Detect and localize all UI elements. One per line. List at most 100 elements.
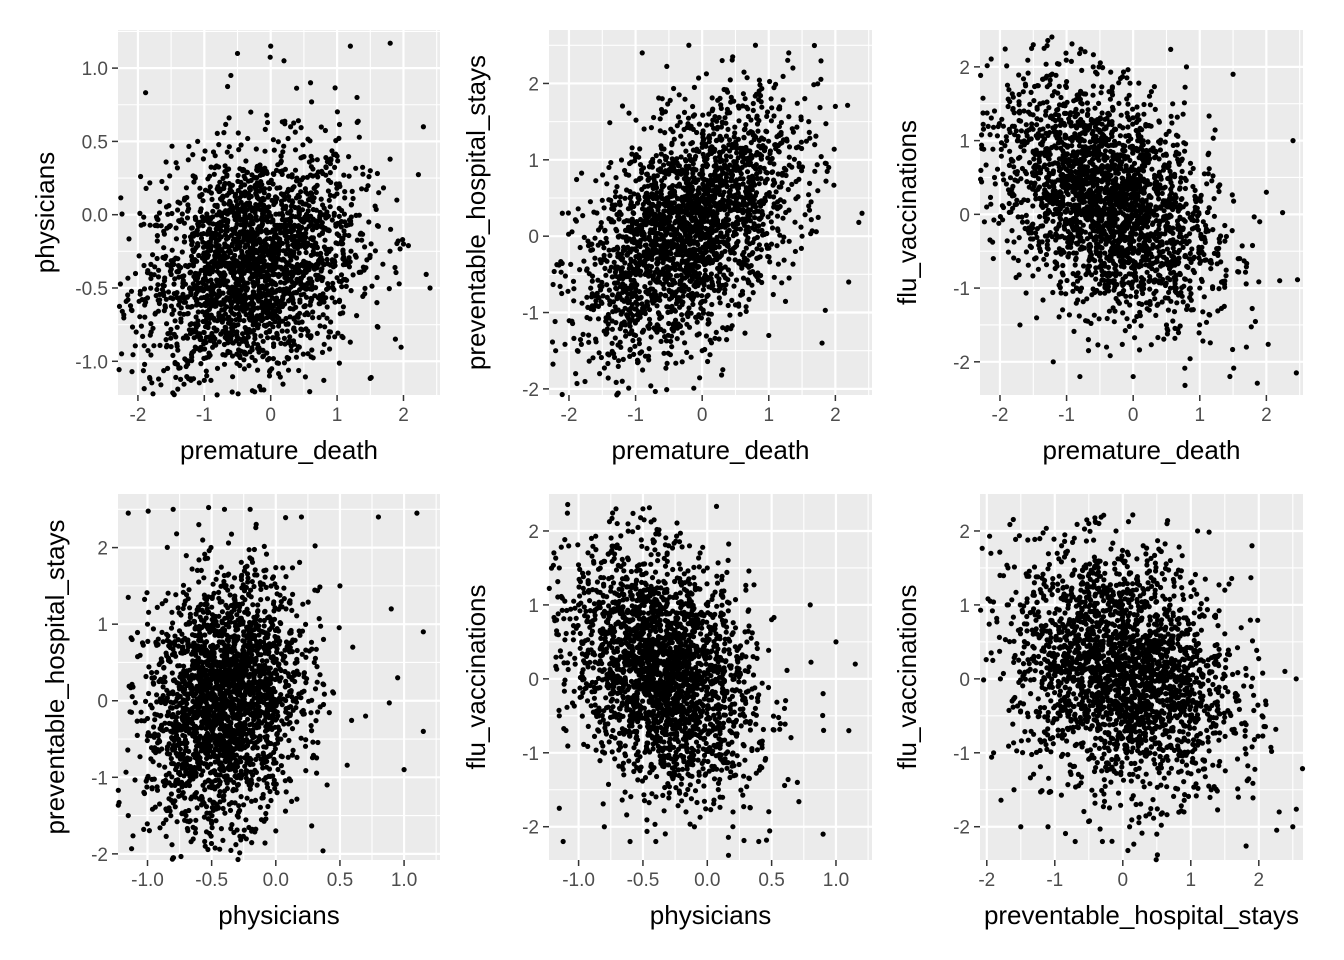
scatter-point bbox=[285, 356, 291, 362]
scatter-point bbox=[276, 243, 283, 249]
scatter-point bbox=[207, 226, 213, 232]
scatter-point bbox=[329, 257, 335, 263]
scatter-point bbox=[288, 343, 294, 349]
scatter-point bbox=[584, 266, 590, 272]
scatter-point bbox=[633, 178, 639, 184]
scatter-point bbox=[786, 144, 793, 150]
scatter-point bbox=[761, 136, 767, 142]
scatter-point bbox=[607, 252, 613, 259]
scatter-point bbox=[376, 190, 382, 196]
scatter-point bbox=[665, 309, 671, 315]
scatter-point bbox=[802, 96, 808, 102]
scatter-point bbox=[154, 238, 160, 244]
scatter-point bbox=[595, 277, 601, 283]
scatter-point bbox=[387, 40, 393, 46]
scatter-point bbox=[298, 155, 304, 161]
scatter-point bbox=[147, 180, 153, 186]
scatter-point bbox=[234, 332, 240, 338]
scatter-point bbox=[323, 172, 329, 178]
scatter-point bbox=[161, 245, 167, 251]
x-tick-label: 0 bbox=[265, 405, 276, 426]
scatter-point bbox=[307, 389, 313, 395]
scatter-point bbox=[308, 242, 315, 249]
scatter-point bbox=[616, 358, 622, 364]
scatter-point bbox=[653, 153, 659, 159]
scatter-point bbox=[230, 374, 236, 380]
scatter-point bbox=[684, 321, 690, 327]
scatter-point bbox=[691, 204, 698, 210]
scatter-point bbox=[727, 148, 733, 154]
scatter-point bbox=[283, 217, 289, 223]
scatter-point bbox=[569, 229, 575, 235]
scatter-point bbox=[690, 174, 696, 180]
scatter-point bbox=[775, 171, 781, 177]
scatter-point bbox=[697, 197, 703, 204]
scatter-point bbox=[720, 367, 726, 373]
scatter-point bbox=[178, 319, 184, 325]
scatter-point bbox=[353, 212, 359, 218]
scatter-point bbox=[622, 227, 629, 233]
scatter-point bbox=[181, 239, 188, 245]
scatter-point bbox=[664, 360, 670, 366]
scatter-point bbox=[627, 248, 633, 254]
scatter-point bbox=[691, 224, 697, 230]
scatter-point bbox=[274, 330, 280, 336]
scatter-point bbox=[786, 238, 792, 244]
scatter-point bbox=[294, 175, 300, 181]
scatter-point bbox=[786, 275, 792, 281]
scatter-point bbox=[640, 329, 646, 335]
scatter-point bbox=[662, 292, 668, 298]
scatter-point bbox=[595, 316, 602, 322]
scatter-point bbox=[178, 264, 184, 271]
scatter-point bbox=[688, 354, 694, 360]
scatter-point bbox=[326, 334, 332, 340]
scatter-point bbox=[294, 278, 300, 284]
scatter-point bbox=[121, 315, 127, 321]
scatter-point bbox=[769, 225, 776, 231]
scatter-point bbox=[195, 243, 201, 249]
scatter-point bbox=[768, 241, 775, 247]
scatter-point bbox=[588, 241, 594, 247]
scatter-point bbox=[224, 304, 230, 310]
scatter-point bbox=[646, 248, 652, 255]
scatter-point bbox=[264, 119, 271, 126]
scatter-point bbox=[336, 298, 342, 305]
scatter-point bbox=[725, 198, 732, 204]
scatter-point bbox=[277, 185, 283, 191]
scatter-point bbox=[230, 340, 236, 346]
scatter-point bbox=[727, 312, 733, 318]
scatter-point bbox=[581, 258, 587, 264]
scatter-point bbox=[253, 214, 259, 220]
scatter-point bbox=[155, 308, 161, 314]
scatter-point bbox=[173, 236, 179, 242]
scatter-point bbox=[764, 129, 770, 135]
scatter-point bbox=[420, 124, 427, 130]
scatter-point bbox=[662, 130, 668, 136]
scatter-point bbox=[699, 348, 705, 354]
scatter-point bbox=[617, 326, 623, 332]
scatter-point bbox=[216, 293, 222, 299]
scatter-point bbox=[243, 337, 249, 343]
scatter-point bbox=[245, 135, 251, 142]
scatter-point bbox=[759, 279, 765, 286]
y-tick-label: 0.0 bbox=[82, 206, 108, 227]
scatter-point bbox=[269, 366, 275, 372]
scatter-point bbox=[664, 269, 671, 275]
scatter-point bbox=[807, 180, 813, 186]
scatter-point bbox=[282, 222, 288, 228]
scatter-point bbox=[322, 127, 328, 134]
scatter-point bbox=[288, 276, 294, 282]
scatter-point bbox=[297, 182, 303, 188]
scatter-point bbox=[315, 174, 321, 180]
scatter-point bbox=[321, 341, 327, 347]
scatter-point bbox=[683, 220, 690, 226]
scatter-point bbox=[689, 276, 696, 282]
scatter-point bbox=[708, 172, 714, 179]
scatter-point bbox=[657, 116, 663, 122]
scatter-point bbox=[272, 233, 278, 239]
scatter-point bbox=[313, 285, 319, 291]
scatter-point bbox=[302, 312, 308, 318]
scatter-point bbox=[745, 224, 751, 230]
scatter-point bbox=[196, 380, 202, 386]
